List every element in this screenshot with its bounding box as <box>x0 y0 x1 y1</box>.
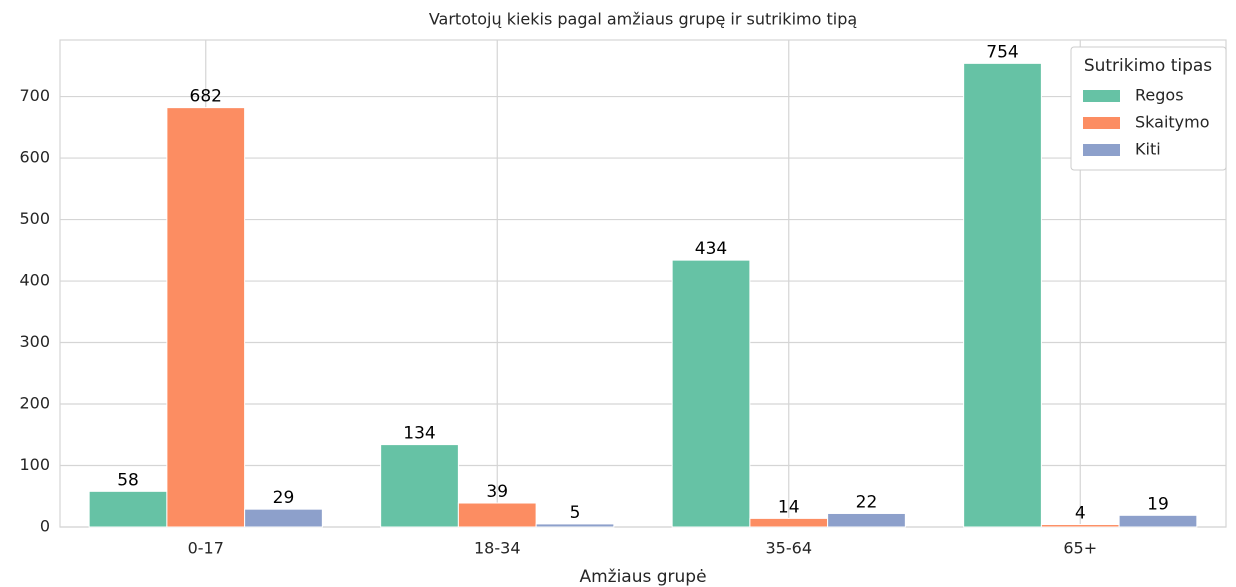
bar <box>749 517 829 528</box>
y-tick-label: 500 <box>19 209 50 228</box>
y-tick-label: 200 <box>19 394 50 413</box>
bar <box>535 523 615 528</box>
bar <box>166 107 246 528</box>
legend-label: Regos <box>1135 86 1184 105</box>
data-label: 58 <box>117 470 139 490</box>
x-tick-label: 18-34 <box>474 539 521 558</box>
data-label: 434 <box>695 239 727 259</box>
data-label: 754 <box>986 42 1018 62</box>
legend-box <box>1070 46 1227 171</box>
data-label: 19 <box>1147 494 1169 514</box>
y-tick-label: 400 <box>19 271 50 290</box>
legend-label: Kiti <box>1135 140 1161 159</box>
legend-swatch <box>1083 117 1120 129</box>
legend-swatch <box>1083 144 1120 156</box>
chart-title: Vartotojų kiekis pagal amžiaus grupę ir … <box>429 10 857 29</box>
data-label: 134 <box>403 424 435 444</box>
bar <box>88 490 168 528</box>
data-label: 14 <box>778 497 800 517</box>
bar <box>457 502 537 528</box>
data-label: 29 <box>273 488 295 508</box>
data-label: 682 <box>190 87 222 107</box>
bar <box>1118 514 1198 528</box>
bar <box>671 259 751 528</box>
data-label: 39 <box>486 482 508 502</box>
y-tick-label: 100 <box>19 455 50 474</box>
bar <box>1040 524 1120 528</box>
y-tick-label: 0 <box>40 517 50 536</box>
legend-title: Sutrikimo tipas <box>1084 56 1212 76</box>
bar <box>827 512 906 528</box>
legend-swatch <box>1083 90 1120 102</box>
y-tick-label: 600 <box>19 148 50 167</box>
x-tick-label: 0-17 <box>188 539 224 558</box>
bar <box>963 62 1042 528</box>
data-label: 22 <box>856 492 878 512</box>
bar <box>380 444 459 528</box>
y-tick-label: 700 <box>19 86 50 105</box>
x-axis-label: Amžiaus grupė <box>579 567 706 587</box>
legend-label: Skaitymo <box>1135 113 1210 132</box>
bar <box>244 508 323 528</box>
data-label: 5 <box>570 503 581 523</box>
y-tick-label: 300 <box>19 332 50 351</box>
x-tick-label: 65+ <box>1063 539 1097 558</box>
data-label: 4 <box>1075 504 1086 524</box>
plot-frame <box>59 39 1227 528</box>
x-tick-label: 35-64 <box>766 539 813 558</box>
